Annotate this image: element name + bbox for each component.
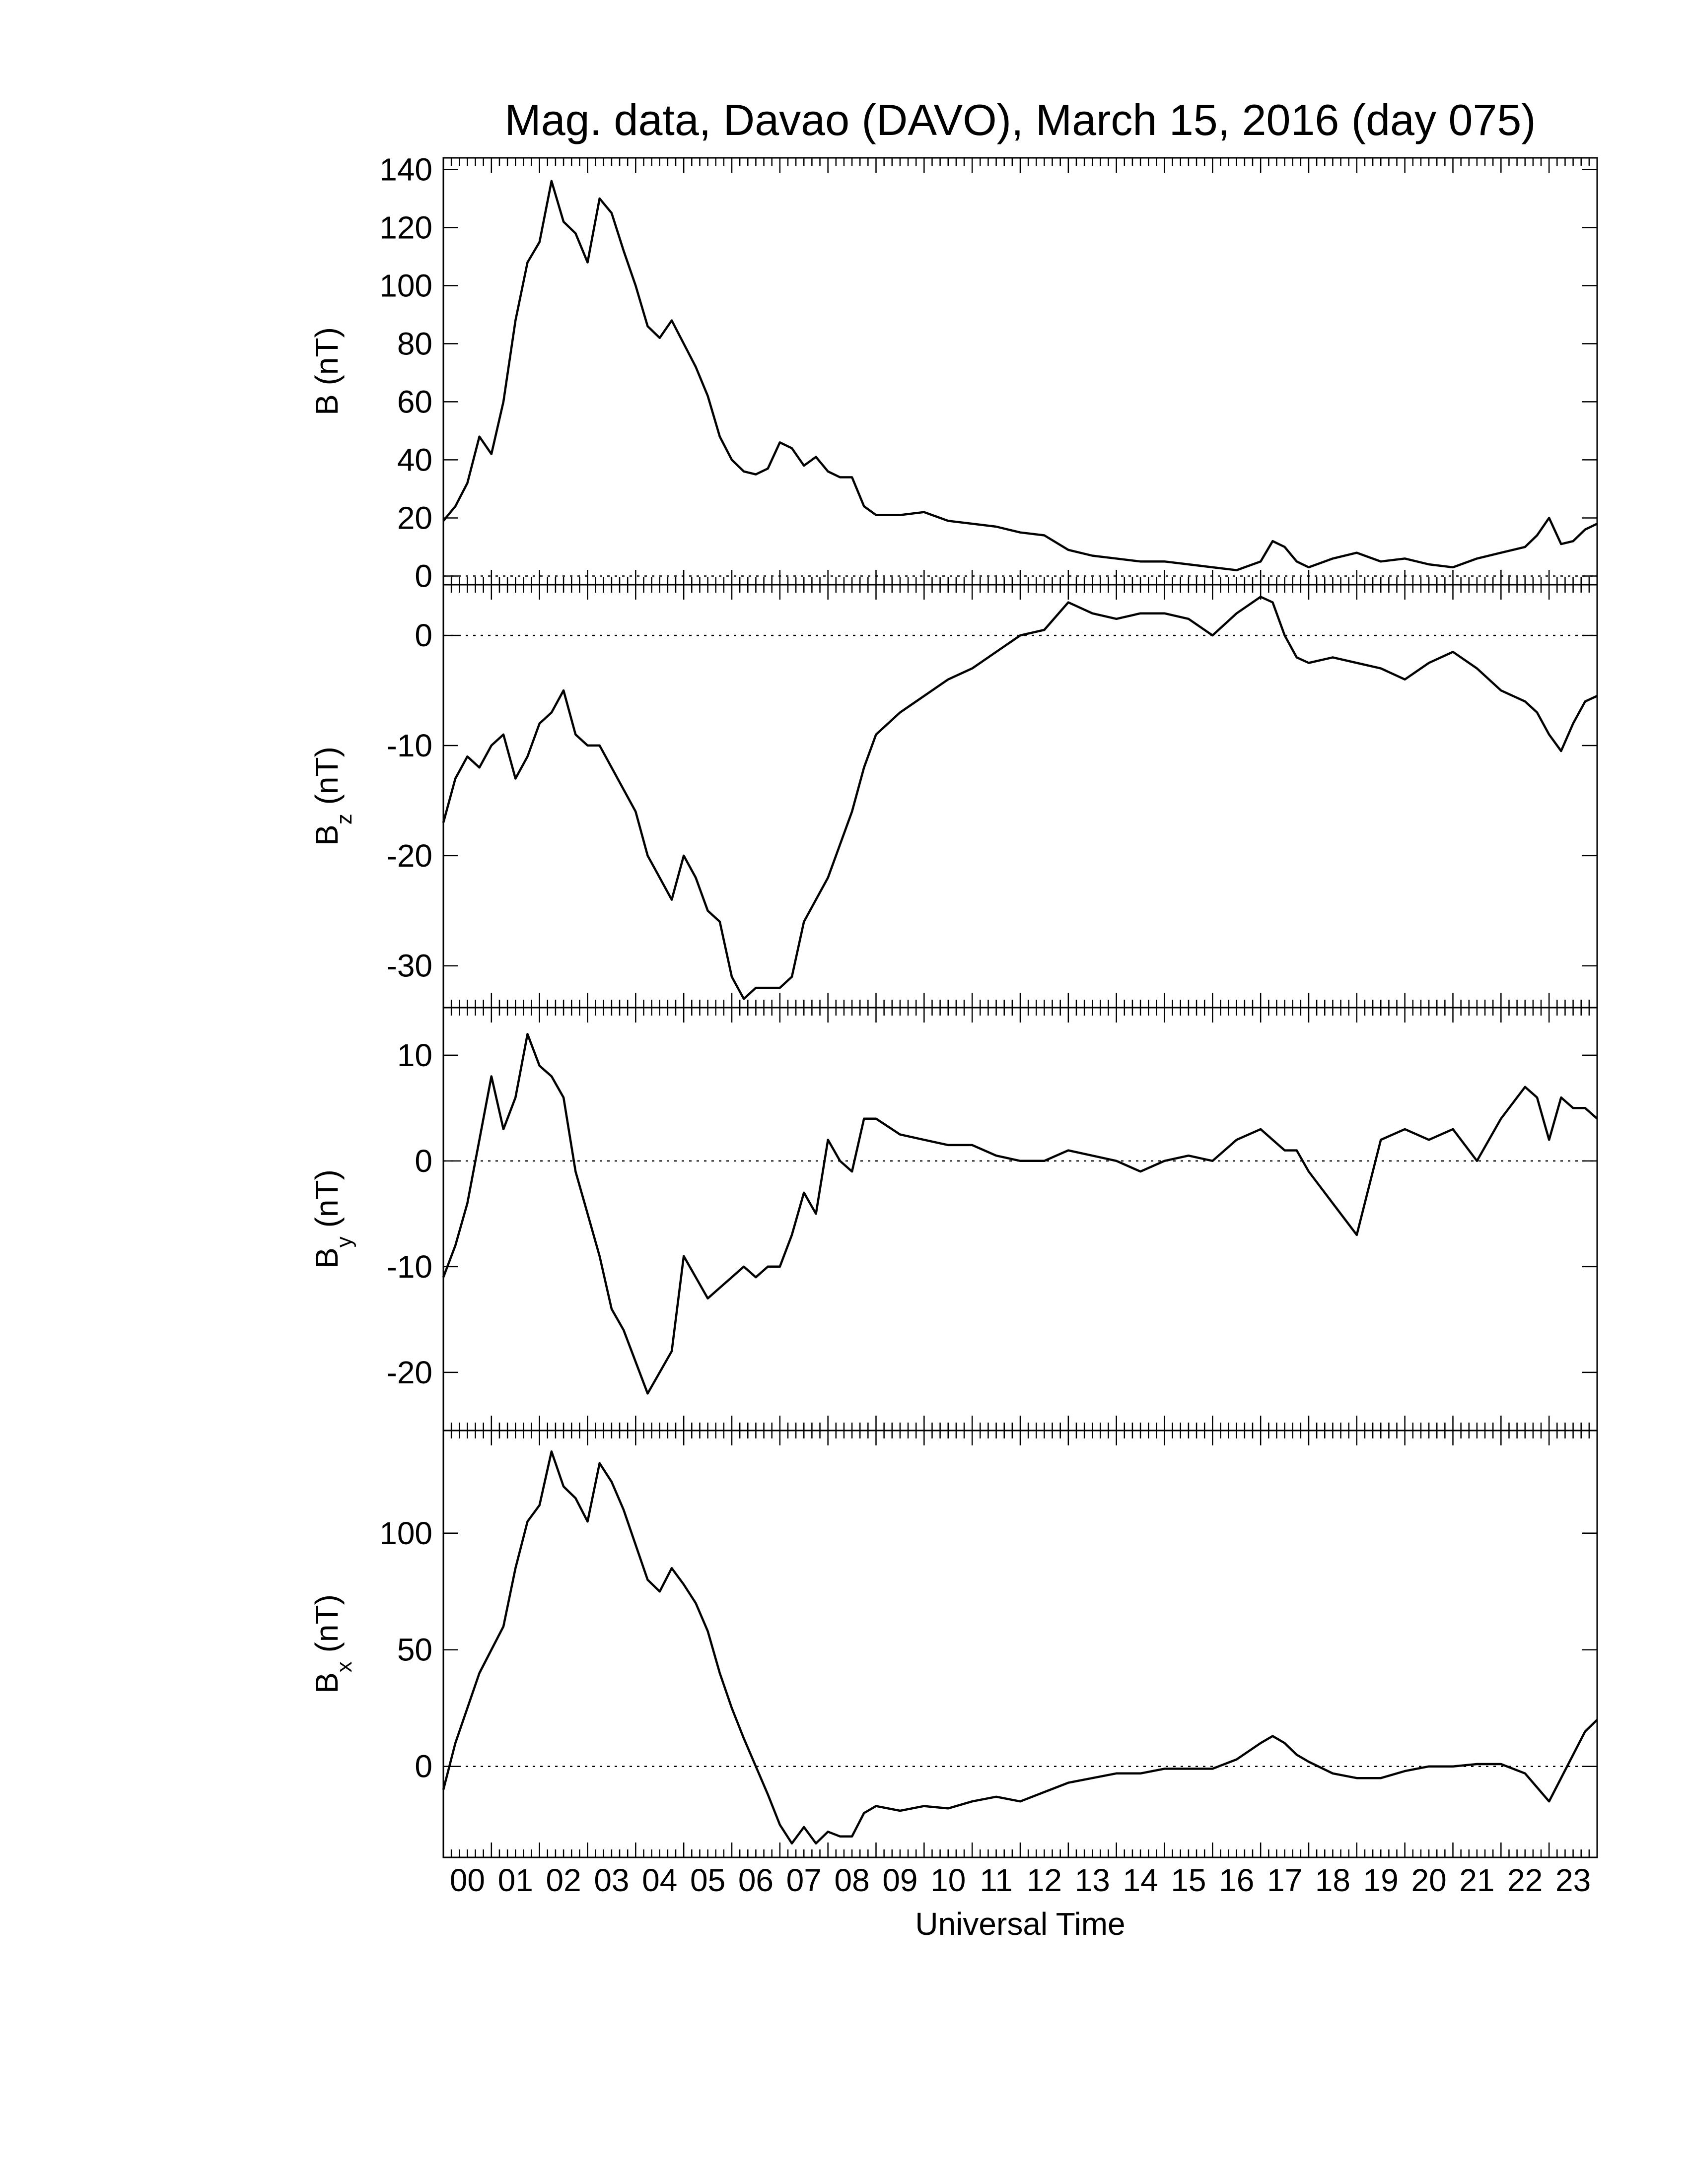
y-axis-label-symbol: B bbox=[309, 394, 345, 415]
y-tick-label: 10 bbox=[397, 1037, 432, 1073]
x-axis-label: Universal Time bbox=[915, 1906, 1125, 1942]
x-tick-label: 09 bbox=[882, 1862, 917, 1898]
x-tick-label: 15 bbox=[1171, 1862, 1206, 1898]
y-tick-label: 40 bbox=[397, 442, 432, 478]
y-axis-label: Bz (nT) bbox=[309, 747, 356, 846]
y-axis-label-unit: (nT) bbox=[309, 327, 345, 394]
series-line-Bz bbox=[442, 596, 1598, 1000]
panel-frame bbox=[442, 157, 1598, 586]
series-line-B bbox=[442, 180, 1598, 571]
x-tick-label: 13 bbox=[1075, 1862, 1110, 1898]
y-tick-label: 60 bbox=[397, 384, 432, 419]
y-tick-label: 140 bbox=[379, 151, 432, 187]
x-axis: 00 01 02 03 04 05 06 07 08 09 10 11 12 13 14 15 16 17 18 19… bbox=[450, 1862, 1591, 1898]
panel-Bz: 0 -10 -20 -30 Bz (nT) bbox=[309, 584, 1598, 1009]
x-tick-label: 17 bbox=[1267, 1862, 1302, 1898]
y-tick-label: -30 bbox=[387, 948, 433, 984]
y-tick-label: 100 bbox=[379, 1515, 432, 1551]
y-tick-label: -20 bbox=[387, 838, 433, 874]
y-tick-label: 0 bbox=[415, 1749, 432, 1784]
x-tick-label: 23 bbox=[1555, 1862, 1591, 1898]
y-tick-label: 0 bbox=[415, 617, 432, 653]
x-tick-label: 00 bbox=[450, 1862, 485, 1898]
y-axis-label: By (nT) bbox=[309, 1169, 356, 1269]
panel-frame bbox=[442, 1007, 1598, 1432]
y-axis-label-symbol: B bbox=[309, 1672, 345, 1694]
y-axis-label-unit: (nT) bbox=[309, 747, 345, 814]
series-line-Bx bbox=[442, 1450, 1598, 1845]
y-axis-label-unit: (nT) bbox=[309, 1594, 345, 1661]
x-tick-label: 21 bbox=[1459, 1862, 1494, 1898]
x-tick-label: 05 bbox=[690, 1862, 725, 1898]
y-tick-label: 80 bbox=[397, 326, 432, 361]
panel-frame bbox=[442, 584, 1598, 1009]
y-tick-label: -10 bbox=[387, 728, 433, 763]
x-tick-label: 02 bbox=[546, 1862, 581, 1898]
x-tick-label: 12 bbox=[1027, 1862, 1062, 1898]
panel-Bx: 100 50 0 Bx (nT) bbox=[309, 1430, 1598, 1858]
x-tick-label: 04 bbox=[642, 1862, 677, 1898]
x-tick-label: 11 bbox=[980, 1862, 1012, 1898]
y-tick-label: 100 bbox=[379, 268, 432, 303]
series-line-By bbox=[442, 1033, 1598, 1395]
y-tick-label: 50 bbox=[397, 1632, 432, 1668]
x-tick-label: 03 bbox=[594, 1862, 629, 1898]
y-axis-label-subscript: y bbox=[332, 1236, 356, 1247]
x-tick-label: 06 bbox=[738, 1862, 774, 1898]
x-tick-label: 01 bbox=[498, 1862, 533, 1898]
y-axis-label: B (nT) bbox=[309, 327, 345, 415]
x-tick-label: 14 bbox=[1123, 1862, 1158, 1898]
x-tick-label: 19 bbox=[1363, 1862, 1399, 1898]
y-axis-label-subscript: x bbox=[332, 1661, 356, 1672]
x-tick-label: 18 bbox=[1315, 1862, 1350, 1898]
y-tick-label: -10 bbox=[387, 1249, 433, 1285]
x-tick-label: 22 bbox=[1507, 1862, 1543, 1898]
y-tick-label: 0 bbox=[415, 1143, 432, 1179]
x-tick-label: 08 bbox=[834, 1862, 869, 1898]
x-tick-label: 10 bbox=[930, 1862, 966, 1898]
y-axis-label: Bx (nT) bbox=[309, 1594, 356, 1694]
chart-title: Mag. data, Davao (DAVO), March 15, 2016 … bbox=[504, 95, 1536, 144]
x-tick-label: 16 bbox=[1219, 1862, 1254, 1898]
x-tick-label: 07 bbox=[786, 1862, 822, 1898]
y-axis-label-symbol: B bbox=[309, 1247, 345, 1269]
y-axis-label-unit: (nT) bbox=[309, 1169, 345, 1236]
panel-B: 0 20 40 60 80 100 120 140 B (nT) bbox=[309, 151, 1598, 594]
y-tick-label: 0 bbox=[415, 558, 432, 594]
y-axis-label-symbol: B bbox=[309, 824, 345, 846]
y-tick-label: 120 bbox=[379, 209, 432, 245]
y-axis-label-subscript: z bbox=[332, 814, 356, 824]
panel-By: 10 0 -10 -20 By (nT) bbox=[309, 1007, 1598, 1432]
x-tick-label: 20 bbox=[1411, 1862, 1446, 1898]
y-tick-label: -20 bbox=[387, 1355, 433, 1390]
y-tick-label: 20 bbox=[397, 500, 432, 536]
